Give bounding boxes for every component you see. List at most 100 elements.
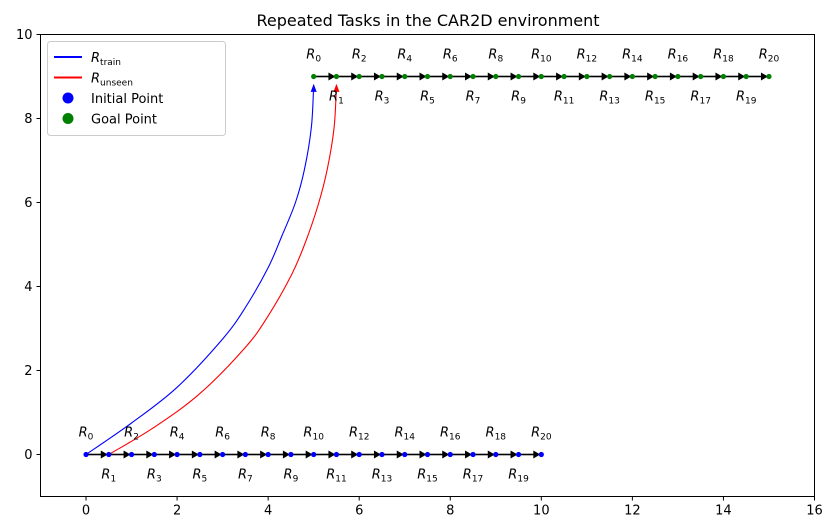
initial-point — [311, 451, 317, 458]
task-arrowhead — [260, 450, 268, 459]
task-arrowhead — [328, 450, 336, 459]
task-arrowhead — [328, 72, 336, 81]
curve-r-train — [85, 84, 315, 455]
goal-point — [561, 73, 567, 80]
legend-label: Goal Point — [91, 113, 157, 128]
task-arrowhead — [510, 72, 518, 81]
initial-point — [242, 451, 248, 458]
axes-layer: 0 2 4 6 8 10 12 14 16 0 2 4 6 8 10 — [16, 28, 823, 519]
goal-point — [584, 73, 590, 80]
task-arrowhead — [601, 72, 609, 81]
goal-point — [675, 73, 681, 80]
initial-point — [379, 451, 385, 458]
goal-point — [333, 73, 340, 80]
task-arrowhead — [100, 450, 108, 459]
task-arrowhead — [351, 450, 359, 459]
task-arrowhead — [738, 72, 746, 81]
task-arrowhead — [442, 72, 450, 81]
task-arrowhead — [715, 72, 723, 81]
arrows-layer — [88, 72, 768, 459]
task-arrowhead — [169, 450, 177, 459]
goal-point — [652, 73, 658, 80]
initial-point — [106, 451, 112, 458]
initial-point — [470, 451, 476, 458]
goal-point — [493, 73, 499, 80]
goal-point — [311, 73, 317, 80]
legend-marker-swatch — [62, 113, 74, 124]
goal-point — [402, 73, 408, 80]
initial-point — [333, 451, 340, 458]
y-tick-label: 6 — [24, 196, 32, 211]
task-arrowhead — [396, 72, 404, 81]
plot-frame — [40, 34, 815, 497]
legend-label: Initial Point — [91, 92, 163, 107]
goal-point — [743, 73, 749, 80]
initial-point — [197, 451, 203, 458]
task-arrowhead — [419, 72, 427, 81]
initial-point — [515, 451, 522, 458]
task-arrowhead — [533, 72, 541, 81]
initial-point — [356, 451, 362, 458]
goal-point — [515, 73, 522, 80]
initial-point — [288, 451, 294, 458]
task-arrowhead — [442, 450, 450, 459]
goal-point — [720, 73, 727, 80]
task-arrowhead — [465, 72, 473, 81]
goal-point — [607, 73, 613, 80]
goal-point — [698, 73, 704, 80]
y-tick-label: 0 — [24, 448, 32, 463]
goal-point — [424, 73, 431, 80]
curve-arrowhead — [333, 83, 340, 92]
goal-point — [629, 73, 635, 80]
task-arrowhead — [396, 450, 404, 459]
y-tick-label: 10 — [16, 28, 33, 43]
task-arrowhead — [191, 450, 199, 459]
initial-point — [447, 451, 453, 458]
initial-point — [151, 451, 157, 458]
task-arrowhead — [282, 450, 290, 459]
task-arrowhead — [692, 72, 700, 81]
x-tick-label: 0 — [82, 504, 90, 519]
curves-layer — [85, 83, 340, 455]
initial-point — [83, 451, 89, 458]
task-arrowhead — [373, 450, 381, 459]
initial-point — [265, 451, 271, 458]
task-arrowhead — [351, 72, 359, 81]
chart-title: Repeated Tasks in the CAR2D environment — [256, 11, 599, 30]
task-arrowhead — [669, 72, 677, 81]
task-arrowhead — [465, 450, 473, 459]
legend-box — [47, 41, 226, 136]
task-arrowhead — [578, 72, 586, 81]
task-arrowhead — [419, 450, 427, 459]
y-tick-label: 8 — [24, 112, 32, 127]
task-arrowhead — [760, 72, 768, 81]
task-arrowhead — [373, 72, 381, 81]
task-arrowhead — [533, 450, 541, 459]
curve-r-unseen — [108, 84, 337, 455]
goal-point — [356, 73, 362, 80]
task-arrowhead — [487, 450, 495, 459]
task-arrowhead — [214, 450, 222, 459]
curve-arrowhead — [310, 83, 317, 92]
initial-point — [538, 451, 544, 458]
goal-point — [447, 73, 453, 80]
x-tick-label: 8 — [446, 504, 454, 519]
task-arrowhead — [146, 450, 154, 459]
legend-marker-swatch — [62, 92, 74, 104]
y-tick-label: 4 — [24, 280, 32, 295]
task-arrowhead — [647, 72, 655, 81]
x-tick-label: 10 — [533, 504, 550, 519]
task-arrowhead — [123, 450, 131, 459]
task-arrowhead — [305, 450, 313, 459]
x-tick-label: 4 — [264, 504, 272, 519]
goal-point — [379, 73, 385, 80]
y-tick-label: 2 — [24, 364, 32, 379]
task-arrowhead — [624, 72, 632, 81]
x-tick-label: 16 — [806, 504, 823, 519]
initial-point — [220, 451, 226, 458]
x-tick-label: 12 — [624, 504, 641, 519]
initial-point — [402, 451, 408, 458]
goal-point — [470, 73, 476, 80]
initial-point — [174, 451, 180, 458]
x-tick-label: 14 — [715, 504, 732, 519]
